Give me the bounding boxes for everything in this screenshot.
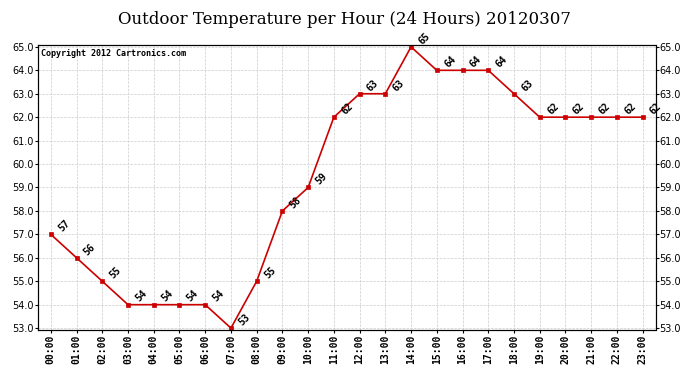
Text: 53: 53 [237,312,252,327]
Text: 57: 57 [57,218,72,234]
Text: 59: 59 [314,171,329,187]
Text: 55: 55 [108,265,124,280]
Text: 58: 58 [288,195,304,210]
Text: 62: 62 [339,101,355,116]
Text: 63: 63 [520,78,535,93]
Text: 64: 64 [468,54,484,69]
Text: 63: 63 [365,78,380,93]
Text: 62: 62 [571,101,586,116]
Text: 54: 54 [185,288,200,304]
Text: 63: 63 [391,78,406,93]
Text: 64: 64 [494,54,509,69]
Text: Outdoor Temperature per Hour (24 Hours) 20120307: Outdoor Temperature per Hour (24 Hours) … [119,11,571,28]
Text: Copyright 2012 Cartronics.com: Copyright 2012 Cartronics.com [41,49,186,58]
Text: 64: 64 [442,54,457,69]
Text: 54: 54 [134,288,149,304]
Text: 55: 55 [262,265,277,280]
Text: 65: 65 [417,31,432,46]
Text: 54: 54 [159,288,175,304]
Text: 62: 62 [597,101,612,116]
Text: 62: 62 [545,101,561,116]
Text: 62: 62 [622,101,638,116]
Text: 56: 56 [82,242,97,257]
Text: 54: 54 [210,288,226,304]
Text: 62: 62 [648,101,664,116]
